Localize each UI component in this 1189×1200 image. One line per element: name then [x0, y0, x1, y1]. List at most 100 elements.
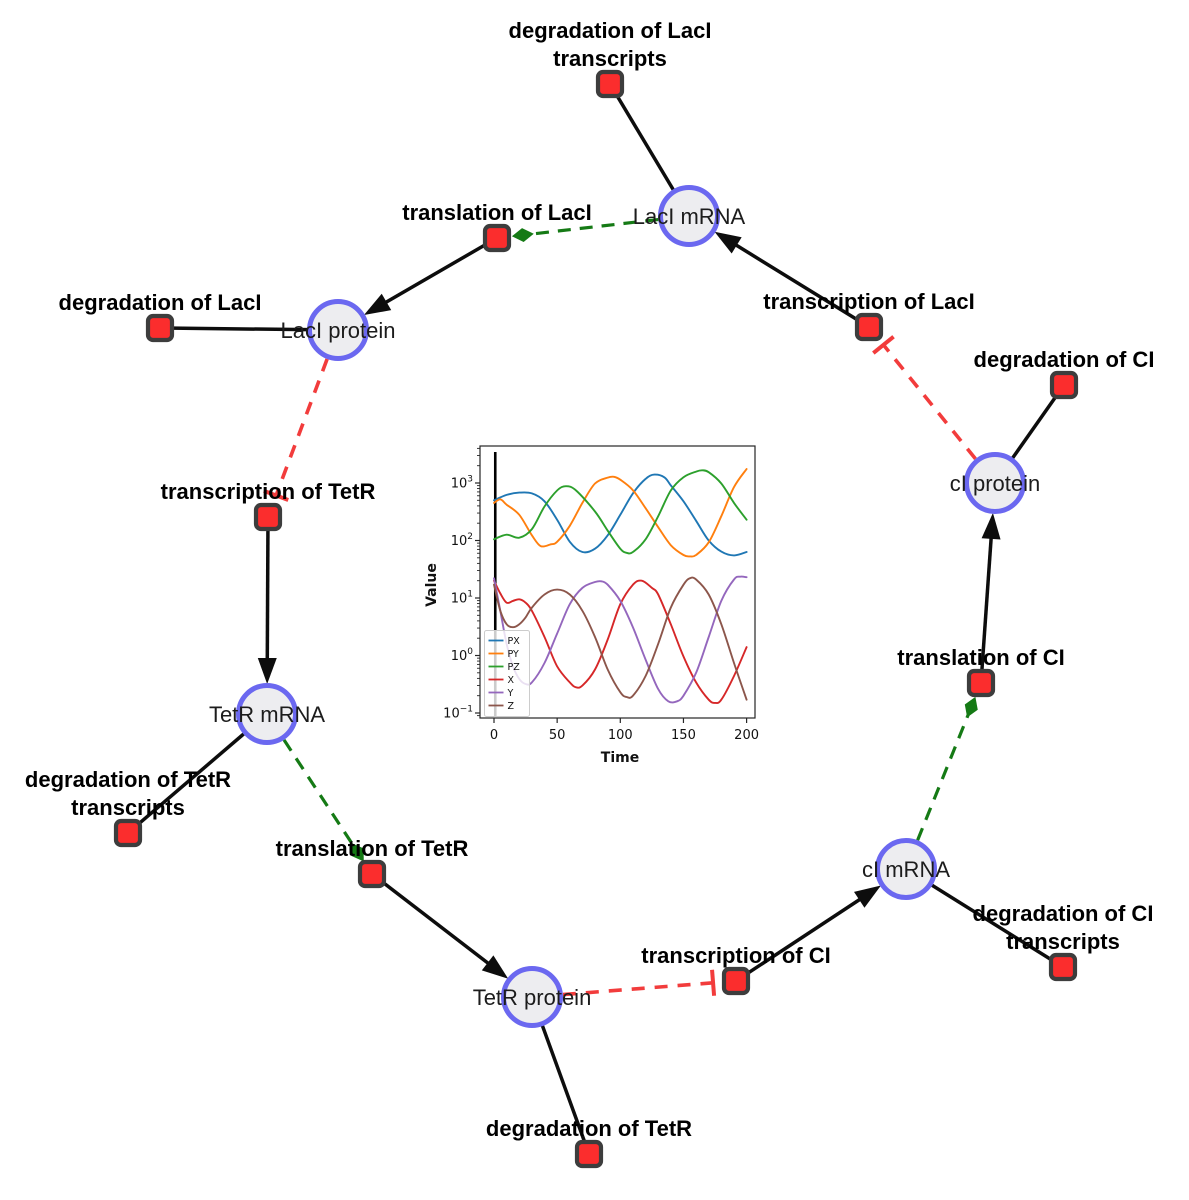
nodes-layer [113, 69, 1079, 1169]
edge-ci-mrna-to-translation-ci [916, 713, 971, 841]
edges-layer [136, 94, 1058, 1143]
inset-chart: 0 50 100 150 20010−1100101102103TimeValuePXP… [424, 445, 759, 766]
reaction-label-deg-laci: degradation of LacI [59, 290, 262, 315]
legend-label-Y: Y [507, 688, 514, 699]
labels-layer: LacI mRNA LacI protein TetR mRNA TetR prote… [25, 18, 1155, 1141]
edge-deg-laci-to-laci-protein [172, 326, 309, 332]
edge-deg-ci-to-ci-protein [1010, 394, 1058, 460]
edge-ci-mrna-to-translation-ci-diamond [964, 696, 978, 718]
legend-label-Z: Z [508, 701, 515, 712]
reaction-label-deg-ci-transcripts-line1: degradation of CI [973, 901, 1154, 926]
edge-transcription-tetr-to-tetr-mrna [265, 529, 270, 665]
species-label-tetr-protein: TetR protein [473, 985, 592, 1010]
reaction-node-translation-laci[interactable] [482, 223, 512, 253]
species-label-ci-mrna: cI mRNA [862, 857, 950, 882]
edge-laci-protein-to-transcription-tetr-tbar [263, 489, 289, 502]
reaction-node-transcription-laci[interactable] [854, 312, 884, 342]
species-node-ci-mrna[interactable] [875, 838, 937, 900]
species-node-ci-protein[interactable] [964, 452, 1026, 514]
species-label-ci-protein: cI protein [950, 471, 1041, 496]
series-line-X [493, 579, 748, 705]
reaction-label-deg-ci: degradation of CI [974, 347, 1155, 372]
reaction-node-translation-tetr[interactable] [357, 859, 387, 889]
edge-translation-laci-to-laci-protein-arrowhead [363, 293, 392, 315]
edge-deg-tetr-to-tetr-protein [540, 1024, 587, 1143]
species-node-laci-mrna[interactable] [658, 185, 720, 247]
edge-tetr-mrna-to-translation-tetr [282, 739, 356, 848]
chart-y-tick-label: 101 [451, 590, 473, 607]
chart-series-group [493, 452, 748, 717]
reaction-node-deg-tetr-transcripts[interactable] [113, 818, 143, 848]
chart-x-axis-label: Time [601, 750, 639, 766]
chart-legend: PX PY PZ XYZ [484, 630, 530, 717]
edge-tetr-mrna-to-translation-tetr-diamond [351, 843, 364, 862]
species-node-tetr-protein[interactable] [501, 966, 563, 1028]
edge-tetr-protein-to-transcription-ci-tbar [710, 969, 717, 996]
chart-x-tick-label: 50 [549, 728, 566, 743]
series-line-PY [493, 468, 748, 558]
edge-deg-laci-transcripts-to-laci-mrna [615, 94, 676, 192]
series-line-PX [493, 473, 748, 557]
edge-tetr-protein-to-transcription-ci [562, 981, 714, 997]
series-line-PZ [493, 469, 748, 555]
reaction-node-deg-tetr[interactable] [574, 1139, 604, 1169]
edge-deg-tetr-transcripts-to-tetr-mrna [136, 732, 246, 826]
legend-label-PX: PX [508, 636, 521, 647]
reaction-node-translation-ci[interactable] [966, 668, 996, 698]
edge-translation-ci-to-ci-protein-arrowhead [981, 512, 1001, 540]
chart-y-tick-label: 10−1 [443, 705, 473, 722]
chart-x-tick-label: 100 [608, 728, 633, 743]
edge-transcription-laci-to-laci-mrna-arrowhead [714, 231, 742, 254]
species-label-laci-mrna: LacI mRNA [633, 204, 746, 229]
reaction-label-deg-tetr: degradation of TetR [486, 1116, 692, 1141]
species-label-tetr-mrna: TetR mRNA [209, 702, 325, 727]
chart-y-tick-label: 102 [451, 532, 473, 549]
reaction-label-transcription-tetr: transcription of TetR [161, 479, 376, 504]
edge-translation-ci-to-ci-protein [980, 532, 994, 671]
edge-ci-protein-to-transcription-laci [882, 343, 977, 461]
legend-label-X: X [508, 675, 515, 686]
edge-deg-ci-transcripts-to-ci-mrna [930, 883, 1053, 962]
series-line-Z [493, 576, 748, 701]
reaction-label-deg-tetr-transcripts-line1: degradation of TetR [25, 767, 231, 792]
reaction-label-translation-ci: translation of CI [897, 645, 1064, 670]
legend-label-PY: PY [508, 649, 520, 660]
edge-translation-laci-to-laci-protein [380, 242, 487, 307]
reaction-node-deg-ci-transcripts[interactable] [1048, 952, 1078, 982]
chart-y-tick-label: 103 [451, 475, 473, 492]
reaction-node-transcription-tetr[interactable] [253, 502, 283, 532]
chart-x-tick-label: 150 [671, 728, 696, 743]
edge-ci-protein-to-transcription-laci-tbar [872, 335, 895, 355]
reaction-label-deg-laci-transcripts-line2: transcripts [553, 46, 667, 71]
chart-x-tick-label: 0 [490, 728, 498, 743]
edge-transcription-ci-to-ci-mrna [745, 895, 866, 976]
chart-x-tick-label: 200 [734, 728, 759, 743]
reaction-label-transcription-ci: transcription of CI [641, 943, 830, 968]
reaction-label-deg-tetr-transcripts-line2: transcripts [71, 795, 185, 820]
edge-transcription-laci-to-laci-mrna [730, 240, 859, 322]
species-label-laci-protein: LacI protein [281, 318, 396, 343]
legend-label-PZ: PZ [508, 662, 521, 673]
reaction-label-deg-ci-transcripts-line2: transcripts [1006, 929, 1120, 954]
reaction-node-deg-laci[interactable] [145, 313, 175, 343]
edge-transcription-ci-to-ci-mrna-arrowhead [854, 885, 881, 908]
edge-laci-mrna-to-translation-laci-diamond [511, 228, 534, 242]
reaction-label-transcription-laci: transcription of LacI [763, 289, 974, 314]
chart-y-tick-label: 100 [451, 647, 474, 664]
edge-laci-protein-to-transcription-tetr [274, 358, 329, 497]
chart-legend-box [484, 630, 530, 717]
species-node-tetr-mrna[interactable] [236, 683, 298, 745]
reaction-node-deg-ci[interactable] [1049, 370, 1079, 400]
edge-transcription-tetr-to-tetr-mrna-arrowhead [257, 657, 277, 685]
reaction-node-deg-laci-transcripts[interactable] [595, 69, 625, 99]
reaction-label-translation-tetr: translation of TetR [276, 836, 469, 861]
reaction-label-deg-laci-transcripts-line1: degradation of LacI [509, 18, 712, 43]
chart-y-axis-label: Value [424, 563, 440, 607]
edge-translation-tetr-to-tetr-protein [381, 880, 494, 968]
edge-translation-tetr-to-tetr-protein-arrowhead [481, 955, 509, 979]
reaction-label-translation-laci: translation of LacI [402, 200, 591, 225]
reaction-node-transcription-ci[interactable] [721, 966, 751, 996]
species-node-laci-protein[interactable] [307, 299, 369, 361]
